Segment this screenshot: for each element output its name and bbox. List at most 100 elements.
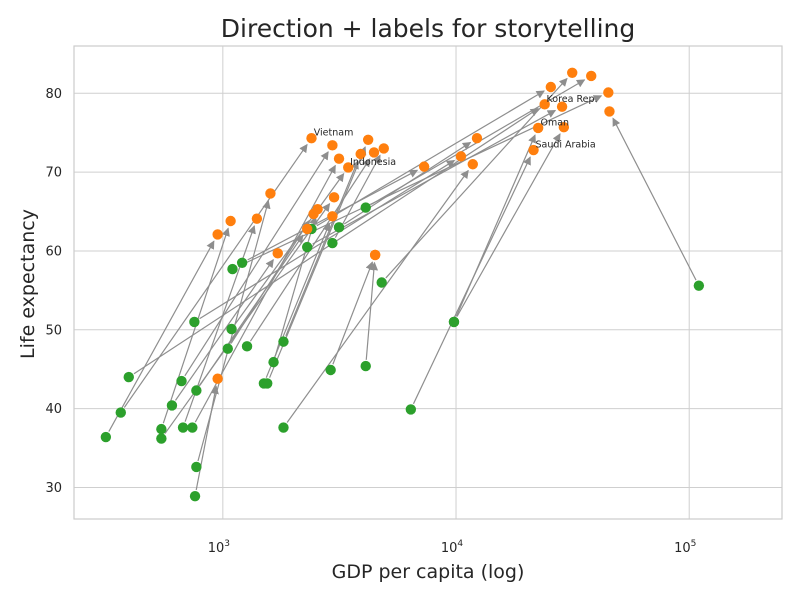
start-point — [123, 371, 134, 383]
end-point — [343, 162, 354, 173]
annotations: Vietnam Indonesia Korea Rep. Oman Saudi Arab… — [314, 94, 598, 168]
start-point — [448, 316, 460, 328]
start-point — [222, 343, 233, 354]
country-annotation: Indonesia — [350, 157, 396, 168]
trajectory-arrow — [332, 261, 374, 365]
start-point — [301, 241, 313, 253]
start-point — [100, 431, 112, 443]
end-point — [603, 87, 614, 98]
trajectory-arrow — [199, 234, 304, 386]
end-point — [301, 223, 313, 235]
start-point — [115, 407, 126, 418]
x-tick-exponent: 3 — [224, 539, 230, 549]
x-tick-base: 10 — [208, 541, 225, 556]
end-point — [467, 159, 478, 170]
start-point — [333, 222, 345, 233]
start-point — [191, 385, 202, 396]
trajectory-arrow — [365, 261, 379, 360]
end-point — [471, 133, 483, 144]
x-tick-base: 10 — [674, 541, 691, 556]
x-tick-base: 10 — [441, 541, 458, 556]
end-point — [604, 106, 615, 117]
trajectory-arrow — [234, 172, 345, 325]
x-tick-exponent: 5 — [691, 539, 697, 549]
start-point — [177, 422, 189, 433]
start-point — [325, 364, 336, 376]
start-point — [189, 316, 200, 328]
end-point — [225, 215, 236, 227]
end-point — [558, 121, 570, 133]
trajectory-arrow — [230, 219, 310, 344]
end-point — [545, 81, 557, 93]
y-tick-label: 80 — [45, 87, 62, 102]
start-point — [191, 461, 202, 473]
y-tick-label: 30 — [45, 481, 62, 496]
y-tick-label: 40 — [45, 402, 62, 417]
end-point — [362, 134, 374, 146]
end-point — [312, 203, 323, 215]
end-point — [586, 70, 597, 82]
end-point — [328, 192, 340, 203]
end-point — [272, 248, 283, 259]
trajectory-arrow — [385, 77, 568, 279]
end-point — [368, 147, 380, 158]
trajectory-arrow — [286, 169, 469, 423]
end-point — [251, 213, 263, 224]
start-point — [156, 433, 167, 444]
country-annotation: Oman — [540, 117, 569, 128]
start-point — [360, 202, 371, 213]
start-point — [693, 280, 705, 291]
start-point — [189, 490, 201, 502]
country-annotation: Saudi Arabia — [535, 140, 595, 151]
y-tick-label: 50 — [45, 323, 62, 338]
end-point — [532, 122, 544, 134]
end-point — [212, 229, 223, 240]
end-point — [369, 249, 381, 261]
start-point — [156, 423, 167, 435]
y-tick-label: 60 — [45, 244, 62, 259]
trajectory-arrow — [612, 117, 697, 281]
end-point — [327, 140, 338, 151]
start-point — [241, 341, 253, 352]
start-points — [100, 202, 705, 502]
trajectory-arrow — [455, 134, 536, 317]
trajectory-arrow — [195, 385, 219, 491]
start-point — [262, 378, 273, 389]
start-point — [405, 404, 417, 415]
end-point — [567, 67, 578, 79]
chart-title: Direction + labels for storytelling — [221, 14, 635, 43]
end-point — [265, 188, 276, 199]
start-point — [176, 375, 187, 387]
start-point — [360, 360, 371, 372]
trajectory-arrow — [316, 90, 545, 227]
x-tick-exponent: 4 — [457, 539, 463, 549]
start-point — [236, 257, 248, 268]
grid — [74, 46, 782, 519]
end-point — [306, 133, 317, 144]
end-point — [327, 211, 338, 222]
trajectory-arrow — [123, 143, 308, 408]
trajectory-arrow — [184, 151, 329, 377]
end-point — [418, 161, 430, 172]
x-axis-label: GDP per capita (log) — [332, 561, 525, 583]
end-point — [455, 151, 467, 162]
x-tick-label: 103 — [208, 539, 230, 556]
end-point — [378, 143, 389, 154]
start-point — [226, 323, 237, 335]
end-point — [333, 153, 345, 164]
y-tick-label: 70 — [45, 166, 62, 181]
start-point — [376, 277, 387, 288]
trajectory-arrow — [456, 133, 561, 317]
end-point — [355, 148, 366, 160]
start-point — [166, 400, 178, 411]
trajectory-arrow — [312, 109, 557, 245]
trajectory-arrow — [274, 215, 318, 357]
end-point — [528, 144, 539, 156]
end-point — [539, 99, 550, 110]
start-point — [187, 422, 198, 433]
country-annotation: Vietnam — [314, 128, 354, 139]
x-tick-label: 105 — [674, 539, 696, 556]
start-point — [227, 263, 238, 275]
plot-frame — [73, 45, 783, 520]
